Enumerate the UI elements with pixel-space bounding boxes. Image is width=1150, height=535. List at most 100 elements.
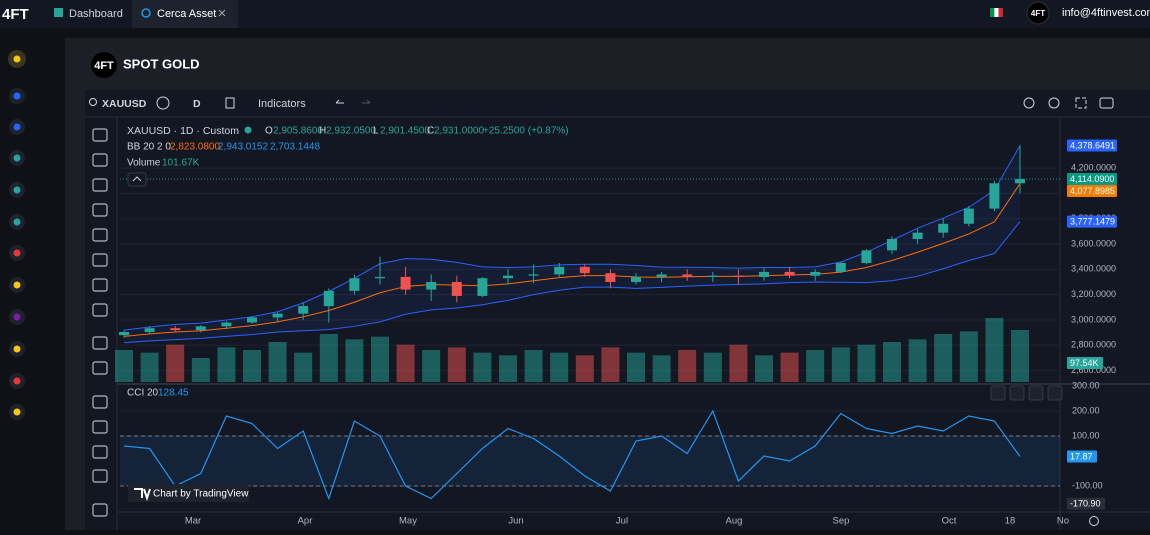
legend-value: 2,943.0152	[218, 142, 268, 153]
indicators-button[interactable]: Indicators	[258, 98, 306, 110]
price-label: 4,114.0900	[1070, 174, 1114, 184]
chart-type-button[interactable]	[225, 97, 235, 109]
drawing-tool[interactable]	[92, 203, 108, 217]
collapse-legend[interactable]	[127, 172, 147, 187]
drawing-tool[interactable]	[92, 278, 108, 292]
volume-bar	[934, 334, 953, 382]
price-label-box	[1067, 139, 1117, 152]
snapshot-button[interactable]	[1099, 97, 1114, 109]
x-tick-label: No	[1057, 516, 1069, 527]
volume-bar	[703, 352, 722, 382]
drawing-tool[interactable]	[92, 503, 108, 517]
flag[interactable]	[998, 8, 1003, 17]
drawing-tool[interactable]	[92, 153, 108, 167]
sidebar-icon	[13, 313, 21, 321]
watermark-bg[interactable]	[128, 484, 249, 502]
x-tick-label: Oct	[942, 516, 957, 527]
drawing-tool[interactable]	[92, 420, 108, 434]
candle-body	[554, 266, 565, 275]
interval-button[interactable]: D	[193, 98, 201, 110]
tab-close[interactable]	[218, 9, 226, 17]
candle-body	[451, 282, 462, 296]
plot: 2,600.0000 2,800.0000 3,000.0000 3,200.0000…	[115, 139, 1117, 527]
pane-maximize[interactable]	[1047, 385, 1063, 401]
candle-body	[861, 250, 872, 264]
y-tick-label: 200.00	[1072, 405, 1100, 415]
header-title: SPOT GOLD	[123, 56, 200, 71]
chart-container	[85, 90, 1150, 530]
fullscreen-button[interactable]	[1075, 97, 1087, 109]
drawing-tool[interactable]	[92, 253, 108, 267]
drawing-tool[interactable]	[92, 395, 108, 409]
redo-button[interactable]	[362, 99, 371, 104]
candle-body	[989, 183, 1000, 209]
drawing-tool[interactable]	[92, 303, 108, 317]
settings-button[interactable]	[1048, 97, 1060, 109]
y-tick-label: 3,600.0000	[1071, 238, 1116, 248]
legend-value: 2,823.0800	[170, 142, 220, 153]
pane-collapse[interactable]	[1028, 385, 1044, 401]
y-tick-label: 3,200.0000	[1071, 289, 1116, 299]
compare-button[interactable]	[156, 96, 170, 110]
candle-body	[656, 274, 667, 277]
cci-extra-box	[1067, 497, 1105, 510]
price-label-box	[1067, 172, 1117, 185]
sidebar-icon	[13, 345, 21, 353]
flag[interactable]	[990, 8, 995, 17]
legend-value: 2,932.0500	[326, 126, 376, 137]
flag[interactable]	[994, 8, 999, 17]
sidebar-icon	[13, 186, 21, 194]
volume-bar	[780, 352, 799, 382]
tab-title[interactable]: Cerca Asset	[157, 8, 216, 20]
candle-body	[887, 238, 897, 251]
drawing-tool[interactable]	[92, 178, 108, 192]
market-status	[244, 126, 252, 134]
nav-dashboard[interactable]: Dashboard	[69, 8, 123, 20]
sidebar-icon	[13, 92, 21, 100]
legend-bb: BB 20 2 0	[127, 142, 171, 153]
drawing-tool[interactable]	[92, 361, 108, 375]
cci-line	[123, 409, 1021, 501]
candle-body	[375, 276, 385, 279]
drawing-tool[interactable]	[92, 336, 108, 350]
pane-delete[interactable]	[1009, 385, 1025, 401]
volume-bar	[319, 334, 338, 382]
drawing-tool[interactable]	[92, 445, 108, 459]
toolbar-symbol[interactable]: XAUUSD	[102, 98, 147, 110]
y-tick-label: 2,600.0000	[1071, 365, 1116, 375]
drawing-tool[interactable]	[92, 469, 108, 483]
candle-body	[221, 322, 232, 327]
candle-body	[298, 306, 309, 314]
sidebar-icon	[13, 281, 21, 289]
volume-bar	[806, 350, 825, 382]
volume-bar	[191, 358, 210, 382]
candle-body	[579, 266, 590, 274]
price-label: 4,077.8985	[1070, 186, 1115, 196]
drawing-tool[interactable]	[92, 228, 108, 242]
home-icon[interactable]	[54, 8, 63, 17]
volume-bar	[294, 352, 313, 382]
watermark[interactable]: Chart by TradingView	[153, 489, 249, 500]
price-label: 3,777.1479	[1070, 216, 1115, 226]
axis-settings[interactable]	[1089, 516, 1099, 526]
bb-middle	[123, 183, 1021, 337]
volume-bar	[627, 352, 645, 382]
x-tick-label: Mar	[185, 516, 201, 527]
drawing-tool[interactable]	[92, 128, 108, 142]
candle-body	[119, 332, 129, 336]
bb-lower	[123, 221, 1021, 344]
pane-up[interactable]	[990, 385, 1006, 401]
zoom-button[interactable]	[1023, 97, 1035, 109]
legend-value: 2,901.4500	[380, 126, 430, 137]
undo-button[interactable]	[335, 99, 344, 104]
cci-band	[120, 436, 1060, 486]
candle-body	[272, 313, 283, 318]
candle-body	[247, 317, 257, 323]
volume-bar	[908, 339, 927, 382]
avatar[interactable]	[1026, 1, 1050, 25]
user-email[interactable]: info@4ftinvest.com	[1062, 7, 1150, 19]
legend-value: 101.67K	[162, 158, 200, 169]
symbol-search-icon[interactable]	[89, 98, 97, 106]
y-tick-label: 3,400.0000	[1071, 264, 1116, 274]
